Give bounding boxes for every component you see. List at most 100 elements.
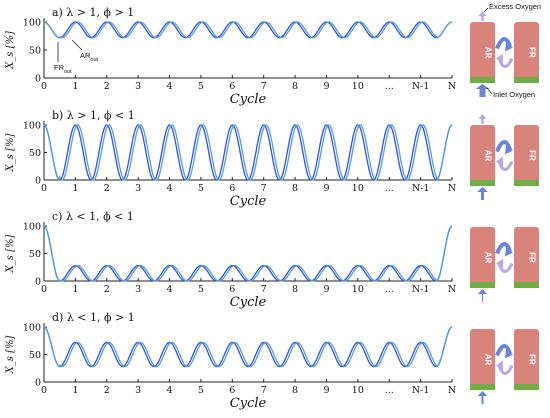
x-axis-label: Cycle: [230, 92, 267, 107]
arrow-head-icon: [505, 349, 513, 359]
chart-panel-1: 0 50 100 0 1 2 3 4 5 6 7 8 9 10... N-1 N Cycle X_s [%] a) …: [5, 6, 456, 107]
arrow-head-icon: [496, 156, 503, 167]
x-tick-label: 6: [229, 183, 235, 194]
air-reactor-box: [470, 227, 495, 288]
fuel-reactor-box: [514, 22, 539, 83]
x-tick-label: 8: [292, 385, 298, 396]
x-tick-label: 0: [41, 183, 47, 194]
y-tick-label: 0: [35, 176, 41, 187]
y-axis-label: X_s [%]: [5, 31, 16, 70]
y-tick-label: 100: [23, 323, 41, 334]
arrow-head-icon: [496, 258, 503, 269]
arrow-head-icon: [496, 53, 503, 64]
x-tick-label: 6: [229, 385, 235, 396]
x-tick-label: 9: [323, 385, 329, 396]
x-tick-label: 2: [104, 183, 110, 194]
arrow-head-icon: [478, 11, 487, 16]
arrow-head-icon: [478, 289, 487, 294]
x-tick-label: 8: [292, 81, 298, 92]
x-tick-label: 10: [352, 183, 364, 194]
panel-title: b) λ > 1, ϕ < 1: [52, 109, 135, 122]
x-tick-label: 9: [323, 183, 329, 194]
arrow-head-icon: [478, 114, 487, 119]
inlet-band: [470, 77, 495, 83]
y-tick-label: 50: [29, 350, 41, 361]
y-tick-label: 0: [35, 378, 41, 389]
arrow-head-icon: [505, 145, 513, 155]
excess-oxygen-label: Excess Oxygen: [489, 2, 541, 11]
x-tick-label: ...: [385, 81, 394, 92]
ar-out-subscript: out: [90, 57, 98, 63]
x-tick-label: ...: [385, 284, 394, 295]
x-tick-label: 10: [352, 81, 364, 92]
ar-label: AR: [484, 150, 493, 162]
x-tick-label: 9: [323, 284, 329, 295]
fr-bottom-band: [514, 282, 539, 288]
y-tick-label: 50: [29, 46, 41, 57]
x-tick-label: 8: [292, 284, 298, 295]
arrow-head-icon: [505, 42, 513, 52]
x-tick-label: N-1: [412, 183, 430, 194]
x-tick-label: 5: [198, 385, 204, 396]
fuel-reactor-box: [514, 125, 539, 186]
x-axis-label: Cycle: [230, 194, 267, 209]
panel-title: d) λ < 1, ϕ > 1: [52, 311, 135, 324]
y-axis-label: X_s [%]: [5, 235, 16, 274]
series-line-fr-out: [43, 21, 453, 39]
x-tick-label: N: [448, 81, 456, 92]
x-tick-label: 3: [135, 81, 141, 92]
x-tick-label: 9: [323, 81, 329, 92]
y-tick-label: 100: [23, 222, 41, 233]
ar-label: AR: [484, 47, 493, 59]
x-tick-label: N-1: [412, 385, 430, 396]
y-tick-label: 0: [35, 74, 41, 85]
x-tick-label: N: [448, 284, 456, 295]
y-tick-label: 50: [29, 249, 41, 260]
chart-panel-3: 0 50 100 0 1 2 3 4 5 6 7 8 9 10... N-1 N Cycle X_s [%] c) …: [5, 210, 456, 310]
x-tick-label: 0: [41, 81, 47, 92]
y-axis-label: X_s [%]: [5, 336, 16, 375]
x-tick-label: 4: [167, 284, 173, 295]
arrow-head-icon: [477, 187, 488, 192]
series-line-ar-out: [43, 326, 453, 368]
arrow-head-icon: [505, 247, 513, 257]
panel-title: c) λ < 1, ϕ < 1: [52, 210, 134, 223]
x-tick-label: 4: [167, 385, 173, 396]
x-axis-label: Cycle: [230, 396, 267, 411]
x-tick-label: N-1: [412, 284, 430, 295]
x-tick-label: 0: [41, 284, 47, 295]
x-tick-label: 1: [72, 385, 78, 396]
series-line-fr-out: [43, 124, 453, 182]
reactor-schematic-3: AR FR: [470, 227, 539, 302]
air-reactor-box: [470, 125, 495, 186]
x-tick-label: 3: [135, 385, 141, 396]
solids-flow-arrow-top: [495, 242, 512, 255]
air-reactor-box: [470, 329, 495, 390]
y-tick-label: 0: [35, 277, 41, 288]
x-tick-label: 4: [167, 183, 173, 194]
x-tick-label: N: [448, 385, 456, 396]
x-tick-label: N: [448, 183, 456, 194]
arrow-head-icon: [477, 391, 488, 396]
air-reactor-box: [470, 22, 495, 83]
y-tick-label: 100: [23, 121, 41, 132]
y-tick-label: 50: [29, 148, 41, 159]
x-tick-label: 7: [261, 183, 267, 194]
fr-label: FR: [528, 252, 537, 263]
x-tick-label: 8: [292, 183, 298, 194]
inlet-band: [470, 282, 495, 288]
x-tick-label: 4: [167, 81, 173, 92]
fr-bottom-band: [514, 384, 539, 390]
arrow-head-icon: [475, 84, 490, 89]
x-tick-label: 5: [198, 81, 204, 92]
ar-label: AR: [484, 354, 493, 366]
x-tick-label: 5: [198, 284, 204, 295]
x-tick-label: 3: [135, 183, 141, 194]
ar-label: AR: [484, 252, 493, 264]
fuel-reactor-box: [514, 227, 539, 288]
x-tick-label: 2: [104, 385, 110, 396]
x-tick-label: 5: [198, 183, 204, 194]
chart-panel-4: 0 50 100 0 1 2 3 4 5 6 7 8 9 10... N-1 N Cycle X_s [%] d) …: [5, 311, 456, 411]
series-line-ar-out: [43, 21, 453, 39]
